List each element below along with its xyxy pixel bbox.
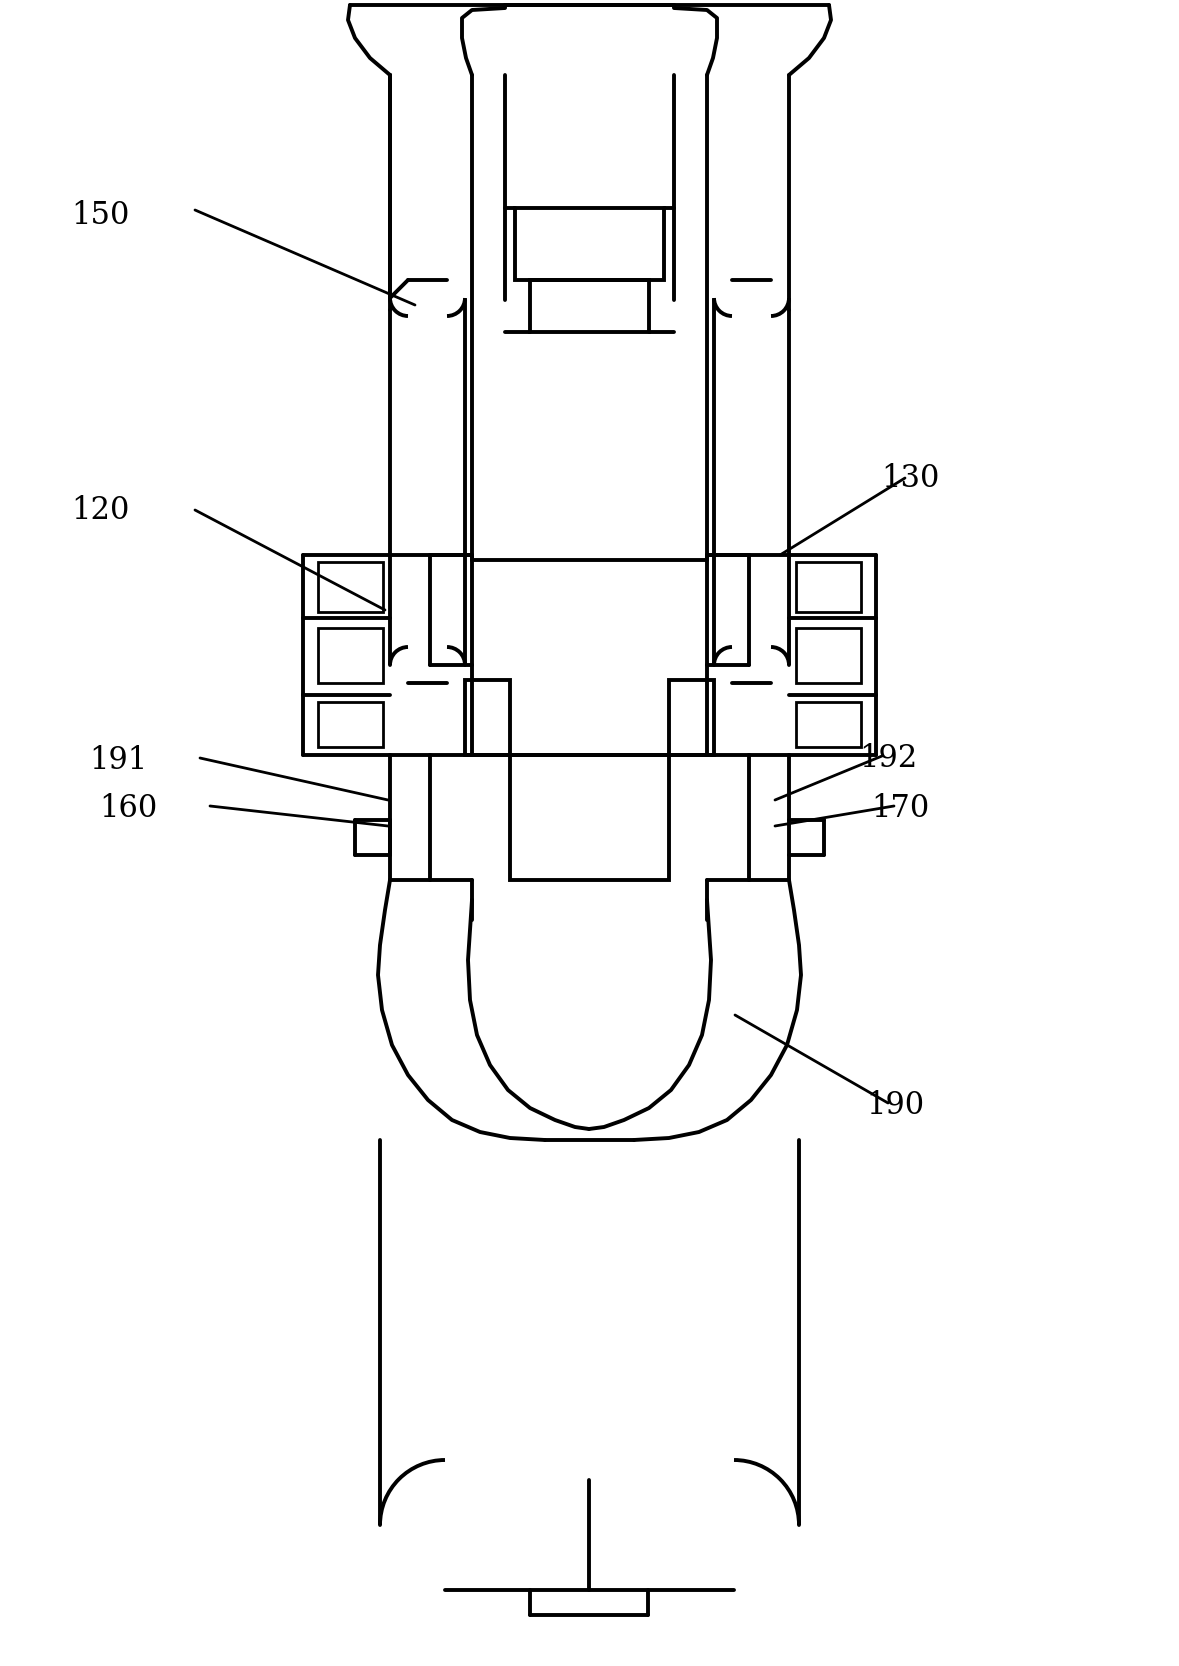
- Bar: [318, 628, 383, 683]
- Text: 191: 191: [88, 745, 147, 775]
- Bar: [465, 680, 511, 755]
- Bar: [515, 208, 664, 280]
- Text: 192: 192: [858, 743, 917, 773]
- Text: 160: 160: [99, 793, 157, 823]
- Bar: [668, 680, 714, 755]
- Bar: [531, 280, 648, 332]
- Bar: [511, 755, 668, 880]
- Text: 190: 190: [865, 1090, 924, 1121]
- Text: 150: 150: [71, 200, 130, 230]
- Bar: [796, 628, 861, 683]
- Text: 120: 120: [71, 495, 130, 525]
- Text: 170: 170: [871, 793, 929, 823]
- Text: 130: 130: [881, 463, 940, 493]
- Bar: [796, 701, 861, 746]
- Bar: [796, 561, 861, 611]
- Bar: [318, 701, 383, 746]
- Bar: [318, 561, 383, 611]
